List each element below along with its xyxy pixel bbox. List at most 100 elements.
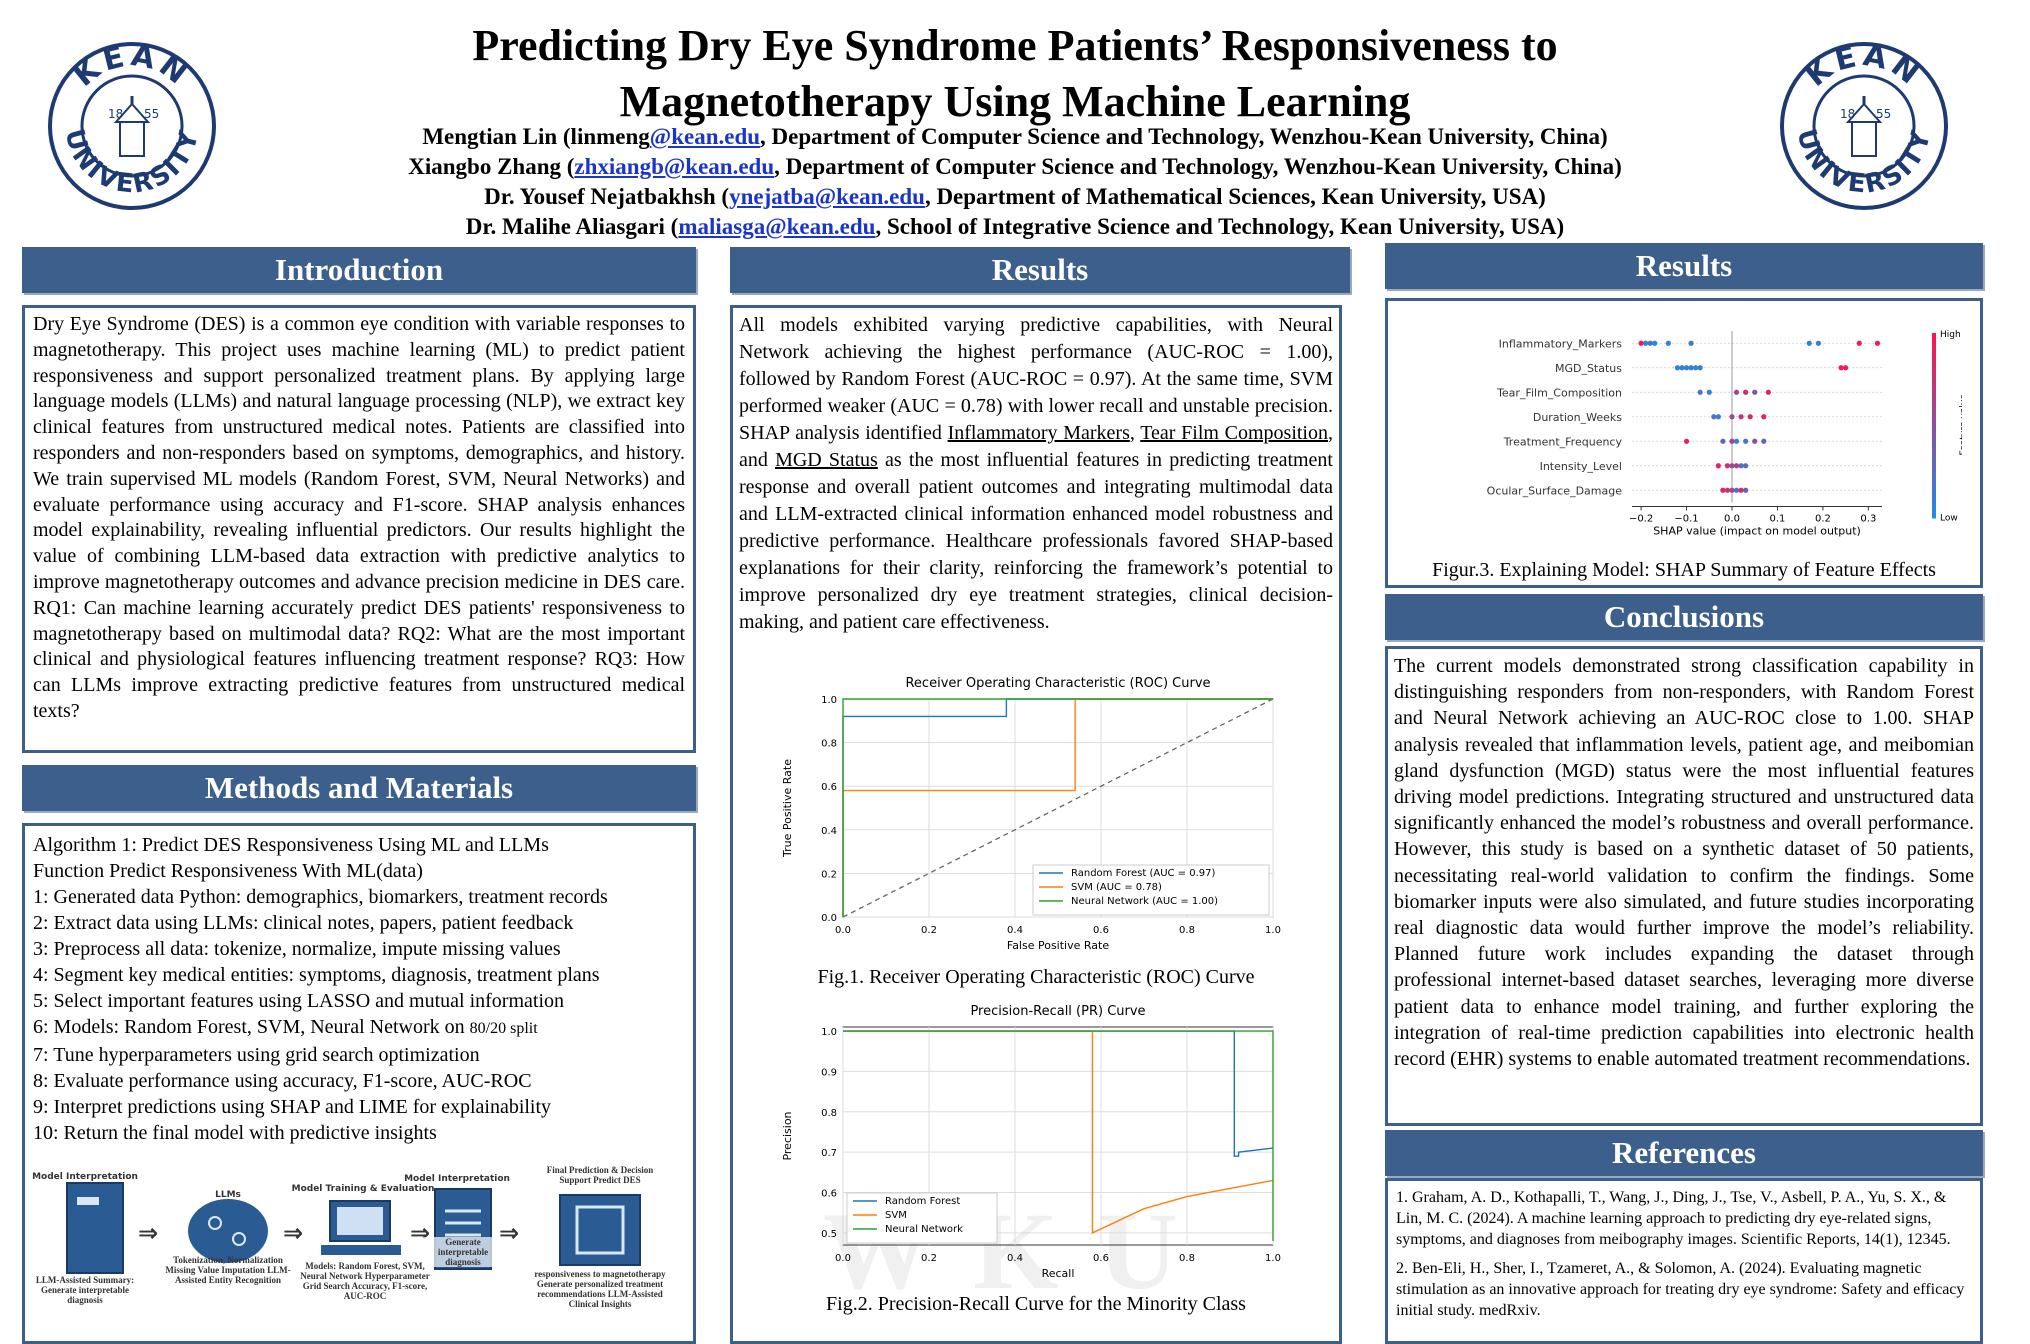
series-line-2 bbox=[843, 1030, 1274, 1241]
x-tick-label: 0.8 bbox=[1179, 1253, 1195, 1264]
author-3-name: Dr. Yousef Nejatbakhsh ( bbox=[484, 184, 730, 209]
feature-label: Ocular_Surface_Damage bbox=[1487, 484, 1623, 497]
shap-point bbox=[1874, 340, 1881, 346]
algorithm-line: 3: Preprocess all data: tokenize, normal… bbox=[33, 938, 561, 960]
shap-point bbox=[1733, 389, 1740, 395]
algorithm-line-6-split: 80/20 split bbox=[469, 1020, 538, 1037]
stage2-bottom-label: Tokenization, Normalization Missing Valu… bbox=[165, 1255, 291, 1285]
shap-point bbox=[1729, 487, 1735, 493]
reference-item: 2. Ben-Eli, H., Sher, I., Tzameret, A., … bbox=[1396, 1260, 1965, 1319]
x-tick-label: −0.1 bbox=[1674, 514, 1698, 525]
shap-point bbox=[1729, 438, 1735, 444]
y-tick-label: 0.6 bbox=[821, 782, 837, 793]
conclusions-text: The current models demonstrated strong c… bbox=[1385, 646, 1983, 1126]
logo-right: KEAN UNIVERSITY 18 55 bbox=[1778, 38, 1950, 212]
author-1: Mengtian Lin (linmeng@kean.edu, Departme… bbox=[230, 122, 1800, 152]
x-tick-label: 0.6 bbox=[1093, 925, 1109, 936]
algorithm-line-6-text: 6: Models: Random Forest, SVM, Neural Ne… bbox=[33, 1016, 470, 1038]
shap-point bbox=[1738, 487, 1744, 493]
methods-heading: Methods and Materials bbox=[22, 765, 696, 811]
shap-point bbox=[1638, 340, 1644, 346]
y-tick-label: 1.0 bbox=[821, 695, 837, 706]
author-list: Mengtian Lin (linmeng@kean.edu , Departme… bbox=[230, 122, 1800, 242]
author-2: Xiangbo Zhang (zhxiangb@kean.edu, Depart… bbox=[230, 152, 1800, 182]
shap-point bbox=[1697, 389, 1703, 395]
roc-chart: Receiver Operating Characteristic (ROC) … bbox=[781, 676, 1281, 952]
shap-point bbox=[1724, 487, 1731, 493]
x-tick-label: 0.4 bbox=[1007, 1253, 1023, 1264]
colorbar bbox=[1932, 333, 1936, 519]
y-tick-label: 0.4 bbox=[821, 826, 837, 837]
feature-label: Treatment_Frequency bbox=[1503, 435, 1623, 448]
author-2-name: Xiangbo Zhang ( bbox=[408, 154, 575, 179]
x-tick-label: 0.0 bbox=[835, 925, 851, 936]
shap-point bbox=[1806, 340, 1812, 346]
shap-point bbox=[1679, 365, 1685, 371]
author-3-affiliation: , Department of Mathematical Sciences, K… bbox=[924, 184, 1546, 209]
shap-point bbox=[1706, 389, 1712, 395]
algorithm-line: 2: Extract data using LLMs: clinical not… bbox=[33, 912, 574, 934]
feature-label: Intensity_Level bbox=[1540, 460, 1622, 473]
svg-text:KEAN: KEAN bbox=[1799, 40, 1929, 94]
legend-label: SVM bbox=[885, 1210, 907, 1221]
legend-label: Random Forest bbox=[885, 1196, 960, 1207]
logo-year-left: 18 bbox=[1840, 107, 1855, 121]
shap-point bbox=[1761, 414, 1767, 420]
legend-label: Neural Network bbox=[885, 1224, 963, 1235]
shap-point bbox=[1665, 340, 1671, 346]
fig3-caption: Figur.3. Explaining Model: SHAP Summary … bbox=[1432, 559, 1936, 581]
shap-point bbox=[1738, 414, 1744, 420]
y-axis-label: Precision bbox=[781, 1111, 794, 1160]
feature-label: MGD_Status bbox=[1555, 362, 1622, 375]
shap-point bbox=[1765, 389, 1771, 395]
x-axis-label: SHAP value (impact on model output) bbox=[1653, 525, 1861, 538]
results-highlight-mgd: MGD Status bbox=[775, 449, 878, 471]
references-box: 1. Graham, A. D., Kothapalli, T., Wang, … bbox=[1385, 1178, 1983, 1344]
shap-point bbox=[1688, 365, 1694, 371]
y-tick-label: 0.2 bbox=[821, 869, 837, 880]
y-tick-label: 0.7 bbox=[821, 1148, 837, 1159]
shap-point bbox=[1838, 365, 1844, 371]
title-line-2: Magnetotherapy Using Machine Learning bbox=[619, 77, 1411, 126]
shap-point bbox=[1652, 340, 1658, 346]
algorithm-line: 1: Generated data Python: demographics, … bbox=[33, 886, 608, 908]
arrow-icon: ⇒ bbox=[499, 1219, 519, 1247]
shap-point bbox=[1647, 340, 1653, 346]
results-text-part: , and bbox=[739, 422, 1333, 471]
stage2-top-label: LLMs bbox=[215, 1190, 241, 1200]
logo-year-left: 18 bbox=[108, 107, 123, 121]
algorithm-line: 9: Interpret predictions using SHAP and … bbox=[33, 1096, 552, 1118]
author-1-email-link[interactable]: @kean.edu bbox=[649, 124, 761, 149]
feature-label: Duration_Weeks bbox=[1533, 411, 1622, 424]
stage1-top-label: Model Interpretation bbox=[32, 1172, 138, 1182]
author-1-name: Mengtian Lin (linmeng bbox=[422, 124, 650, 149]
x-tick-label: 0.4 bbox=[1007, 925, 1023, 936]
cloud-network-icon bbox=[188, 1199, 268, 1263]
shap-chart: Inflammatory_Markers MGD_Status Tear_Film_… bbox=[1487, 330, 1962, 538]
shap-point bbox=[1743, 389, 1749, 395]
algorithm-line: 7: Tune hyperparameters using grid searc… bbox=[33, 1044, 480, 1066]
stage5-top-label: Final Prediction & Decision Support Pred… bbox=[546, 1165, 654, 1185]
series-line-0 bbox=[843, 1030, 1274, 1157]
results-box-middle: All models exhibited varying predictive … bbox=[730, 305, 1342, 1344]
results-heading-middle: Results bbox=[730, 247, 1350, 293]
shap-point bbox=[1720, 487, 1726, 493]
results-text: All models exhibited varying predictive … bbox=[733, 308, 1339, 640]
shap-figure-box: Inflammatory_Markers MGD_Status Tear_Film_… bbox=[1385, 298, 1983, 588]
shap-point bbox=[1752, 438, 1758, 444]
references-heading: References bbox=[1385, 1130, 1983, 1176]
y-tick-label: 0.5 bbox=[821, 1229, 837, 1240]
author-2-email-link[interactable]: zhxiangb@kean.edu bbox=[574, 154, 775, 179]
author-4-name: Dr. Malihe Aliasgari ( bbox=[465, 214, 679, 239]
shap-point bbox=[1738, 463, 1744, 469]
chart-title: Receiver Operating Characteristic (ROC) … bbox=[905, 676, 1210, 691]
algorithm-line: 4: Segment key medical entities: symptom… bbox=[33, 964, 600, 986]
shap-point bbox=[1715, 463, 1721, 469]
author-4-email-link[interactable]: maliasga@kean.edu bbox=[678, 214, 876, 239]
algorithm-line: Algorithm 1: Predict DES Responsiveness … bbox=[33, 834, 549, 856]
shap-point bbox=[1729, 414, 1735, 420]
colorbar-high-label: High bbox=[1940, 330, 1961, 340]
author-3-email-link[interactable]: ynejatba@kean.edu bbox=[729, 184, 925, 209]
title-line-1: Predicting Dry Eye Syndrome Patients’ Re… bbox=[472, 21, 1558, 70]
algorithm-list: Algorithm 1: Predict DES Responsiveness … bbox=[25, 826, 693, 1152]
